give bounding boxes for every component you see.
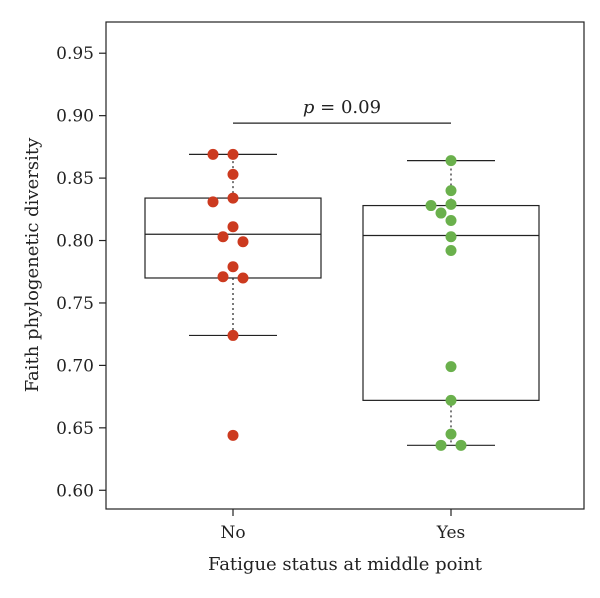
data-point-no <box>227 221 239 233</box>
data-point-no <box>227 261 239 273</box>
data-point-yes <box>435 439 447 451</box>
y-tick-label: 0.80 <box>56 232 94 252</box>
data-point-yes <box>425 200 437 212</box>
data-point-no <box>207 148 219 160</box>
data-point-yes <box>455 439 467 451</box>
plot-frame <box>105 21 585 510</box>
data-point-yes <box>445 185 457 197</box>
data-point-no <box>217 271 229 283</box>
y-tick-label: 0.90 <box>56 107 94 127</box>
data-point-yes <box>445 231 457 243</box>
data-point-no <box>227 329 239 341</box>
data-point-yes <box>445 361 457 373</box>
x-tick-label: No <box>220 523 245 543</box>
y-axis: 0.60 0.65 0.70 0.75 0.80 0.85 0.90 0.95 <box>56 44 106 501</box>
x-axis-title: Fatigue status at middle point <box>208 554 483 575</box>
data-point-no <box>207 196 219 208</box>
box-no <box>144 153 322 337</box>
data-point-yes <box>445 198 457 210</box>
y-axis-title: Faith phylogenetic diversity <box>22 137 43 392</box>
significance-annotation: p = 0.09 <box>233 97 451 124</box>
data-point-yes <box>445 428 457 440</box>
data-point-yes <box>435 207 447 219</box>
data-points <box>207 148 467 451</box>
p-symbol: p <box>303 97 315 118</box>
data-point-no <box>237 236 249 248</box>
y-tick-label: 0.85 <box>56 169 94 189</box>
y-tick-label: 0.95 <box>56 44 94 64</box>
boxes <box>144 153 540 446</box>
data-point-no <box>227 168 239 180</box>
y-tick-label: 0.60 <box>56 481 94 501</box>
y-tick-label: 0.70 <box>56 356 94 376</box>
x-tick-label: Yes <box>436 523 466 543</box>
p-value-text: = 0.09 <box>314 97 381 118</box>
x-axis: No Yes <box>220 509 465 543</box>
p-value-label: p = 0.09 <box>303 97 381 118</box>
y-tick-label: 0.75 <box>56 294 94 314</box>
data-point-no <box>227 429 239 441</box>
data-point-no <box>217 231 229 243</box>
data-point-yes <box>445 394 457 406</box>
data-point-yes <box>445 215 457 227</box>
data-point-no <box>237 272 249 284</box>
data-point-no <box>227 148 239 160</box>
data-point-no <box>227 192 239 204</box>
data-point-yes <box>445 245 457 257</box>
y-tick-label: 0.65 <box>56 419 94 439</box>
data-point-yes <box>445 155 457 167</box>
